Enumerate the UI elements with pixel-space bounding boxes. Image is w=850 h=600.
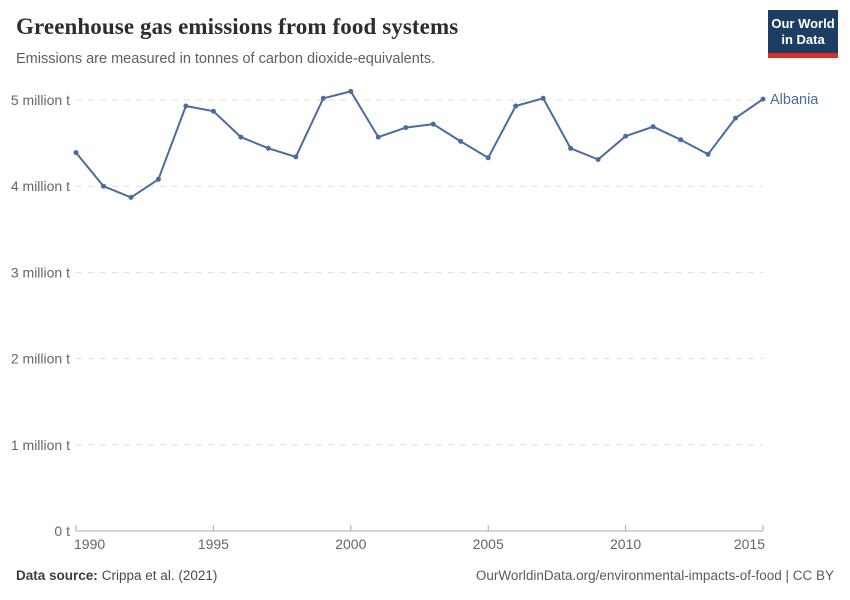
data-point[interactable] (238, 134, 244, 140)
data-source-label: Data source: (16, 568, 98, 583)
data-point[interactable] (595, 157, 601, 162)
data-point[interactable] (458, 138, 464, 144)
data-point[interactable] (485, 155, 491, 161)
data-point[interactable] (73, 150, 79, 156)
data-point[interactable] (155, 176, 161, 182)
owid-logo-line1: Our World (771, 16, 835, 31)
data-point[interactable] (760, 96, 766, 102)
data-source: Data source: Crippa et al. (2021) (16, 568, 217, 583)
data-source-value: Crippa et al. (2021) (101, 568, 218, 583)
x-axis-tick-label: 2005 (473, 536, 504, 552)
data-point[interactable] (430, 121, 436, 127)
data-point[interactable] (183, 103, 189, 109)
x-axis-tick-label: 2000 (335, 536, 366, 552)
y-axis-tick-label: 5 million t (11, 92, 70, 108)
x-axis-tick-label: 1995 (198, 536, 229, 552)
data-point[interactable] (403, 125, 409, 131)
data-point[interactable] (210, 108, 216, 114)
page-title: Greenhouse gas emissions from food syste… (16, 14, 459, 39)
data-point[interactable] (128, 194, 134, 200)
data-point[interactable] (375, 134, 381, 140)
owid-logo[interactable]: Our World in Data (768, 10, 838, 58)
data-point[interactable] (320, 95, 326, 101)
data-line[interactable] (75, 90, 764, 199)
data-point[interactable] (650, 124, 656, 130)
owid-logo-line2: in Data (781, 31, 825, 47)
data-point[interactable] (540, 95, 546, 101)
chart-footer: Data source: Crippa et al. (2021) OurWorl… (16, 568, 834, 583)
data-point[interactable] (568, 145, 574, 151)
chart-subtitle: Emissions are measured in tonnes of carb… (16, 51, 436, 67)
data-point[interactable] (101, 183, 106, 189)
y-axis-tick-label: 0 t (54, 523, 70, 539)
data-point[interactable] (623, 133, 629, 139)
data-point[interactable] (513, 103, 519, 109)
attribution-link[interactable]: OurWorldinData.org/environmental-impacts… (475, 568, 834, 583)
data-point[interactable] (348, 88, 354, 94)
data-point[interactable] (678, 137, 684, 143)
y-axis-tick-label: 4 million t (11, 178, 70, 194)
data-point[interactable] (265, 145, 271, 151)
data-point[interactable] (733, 115, 738, 121)
entity-label[interactable]: Albania (770, 92, 819, 108)
y-axis-tick-label: 2 million t (11, 351, 70, 367)
y-axis-tick-label: 3 million t (11, 264, 70, 280)
data-point[interactable] (293, 154, 299, 160)
data-point[interactable] (705, 151, 711, 157)
x-axis-tick-label: 1990 (74, 536, 105, 552)
y-axis-tick-label: 1 million t (11, 437, 70, 453)
x-axis-tick-label: 2015 (734, 536, 765, 552)
x-axis-tick-label: 2010 (610, 536, 641, 552)
